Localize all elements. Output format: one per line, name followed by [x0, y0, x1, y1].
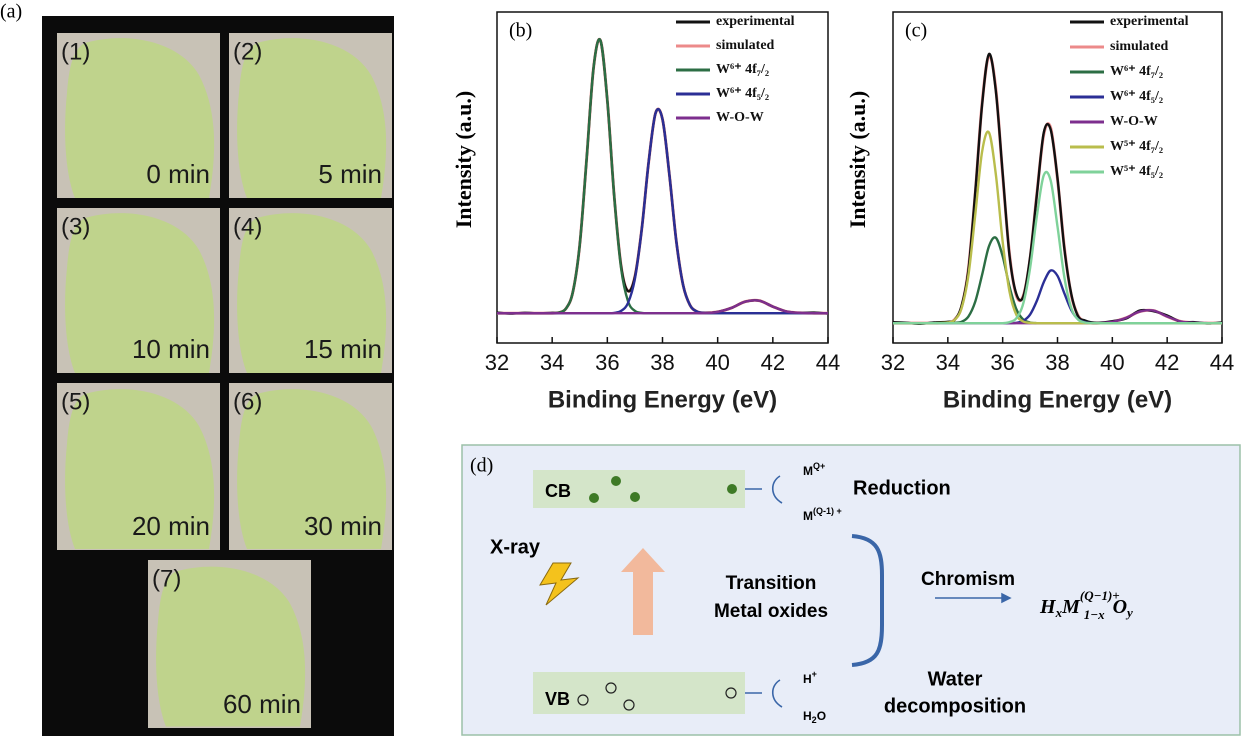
legend-label: W⁶⁺ 4f₅/₂ — [716, 86, 769, 101]
legend-label: W-O-W — [716, 110, 764, 125]
x-tick-label: 36 — [595, 350, 619, 375]
series-line — [496, 38, 828, 315]
photo-index: (4) — [233, 213, 262, 240]
chromism-arrow — [935, 592, 1012, 604]
reaction-arrows — [745, 475, 783, 708]
photo-index: (2) — [233, 38, 262, 65]
photo-index: (3) — [61, 213, 90, 240]
panel-label: (b) — [509, 20, 532, 42]
legend-label: W⁶⁺ 4f₇/₂ — [1110, 64, 1163, 79]
series-line — [496, 38, 829, 315]
legend-label: W-O-W — [1110, 114, 1158, 129]
photo-index: (6) — [233, 388, 262, 415]
electrons — [589, 476, 737, 503]
x-axis-label: Binding Energy (eV) — [943, 386, 1172, 413]
legend-label: W⁶⁺ 4f₇/₂ — [716, 62, 769, 77]
series-line — [892, 170, 1222, 325]
xray-label: X-ray — [490, 536, 541, 558]
x-tick-label: 34 — [936, 350, 960, 375]
x-tick-label: 36 — [990, 350, 1014, 375]
x-tick-label: 42 — [761, 350, 785, 375]
oxides-label: Transition — [726, 573, 817, 594]
photo-time: 10 min — [132, 334, 210, 364]
photo-index: (7) — [152, 565, 181, 592]
series-line — [496, 107, 828, 315]
lightning-icon — [539, 562, 580, 606]
x-tick-label: 38 — [1045, 350, 1069, 375]
mq-label: MQ+ — [803, 461, 825, 478]
series-line — [892, 269, 1222, 325]
photo-time: 60 min — [223, 689, 301, 719]
cb-label: CB — [545, 481, 571, 501]
x-tick-label: 32 — [485, 350, 509, 375]
plot-frame — [496, 11, 829, 344]
x-tick-label: 40 — [1100, 350, 1124, 375]
vb-label: VB — [545, 689, 570, 709]
charts: 32 34 36 38 40 42 44 Binding Energy (eV) Intensi… — [451, 11, 1234, 413]
oxides-label: Metal oxides — [714, 601, 828, 622]
photo-index: (1) — [61, 38, 90, 65]
mechanism-diagram: (d) CB VB MQ+ M(Q-1) + Reduction H+ H2O … — [461, 444, 1241, 736]
x-tick-label: 42 — [1155, 350, 1179, 375]
series-line — [496, 299, 829, 315]
excitation-arrow — [621, 548, 665, 635]
panel-label: (c) — [905, 20, 927, 42]
h2o-label: H2O — [803, 709, 826, 725]
reduction-label: Reduction — [853, 477, 951, 499]
formula: HxM(Q−1)+ 1−x Oy — [1039, 588, 1133, 622]
hplus-label: H+ — [803, 669, 817, 686]
photo-index: (5) — [61, 388, 90, 415]
photo-time: 20 min — [132, 511, 210, 541]
x-tick-label: 38 — [650, 350, 674, 375]
photo-time: 5 min — [318, 159, 382, 189]
y-axis-label: Intensity (a.u.) — [451, 91, 476, 229]
y-axis-label: Intensity (a.u.) — [845, 91, 870, 229]
x-tick-label: 32 — [881, 350, 905, 375]
cb-band — [533, 470, 745, 508]
legend-label: W⁵⁺ 4f₅/₂ — [1110, 164, 1163, 179]
water-label: Water — [928, 668, 983, 690]
series-line — [892, 52, 1223, 326]
bracket — [851, 534, 884, 667]
panel-label: (d) — [470, 455, 493, 477]
x-tick-label: 44 — [816, 350, 840, 375]
legend-label: W⁶⁺ 4f₅/₂ — [1110, 89, 1163, 104]
legend-label: simulated — [716, 38, 775, 53]
panel-label: (a) — [0, 1, 22, 23]
legend-label: experimental — [1110, 14, 1189, 29]
x-tick-label: 34 — [540, 350, 564, 375]
chromism-label: Chromism — [921, 569, 1015, 590]
x-tick-label: 40 — [705, 350, 729, 375]
x-axis-label: Binding Energy (eV) — [548, 386, 777, 413]
photo-time: 0 min — [146, 159, 210, 189]
photo-grid: (1) 0 min (2) 5 min (3) 10 min (4) 15 min (5) 20 … — [57, 33, 392, 728]
series-line — [496, 37, 829, 315]
legend-label: experimental — [716, 14, 795, 29]
series-line — [892, 236, 1222, 325]
mq1-label: M(Q-1) + — [803, 506, 842, 523]
photo-time: 30 min — [304, 511, 382, 541]
water-label: decomposition — [884, 695, 1026, 717]
photo-time: 15 min — [304, 334, 382, 364]
x-tick-label: 44 — [1210, 350, 1234, 375]
legend-label: W⁵⁺ 4f₇/₂ — [1110, 139, 1163, 154]
legend-label: simulated — [1110, 39, 1169, 54]
vb-band — [533, 672, 745, 714]
holes — [577, 682, 737, 711]
